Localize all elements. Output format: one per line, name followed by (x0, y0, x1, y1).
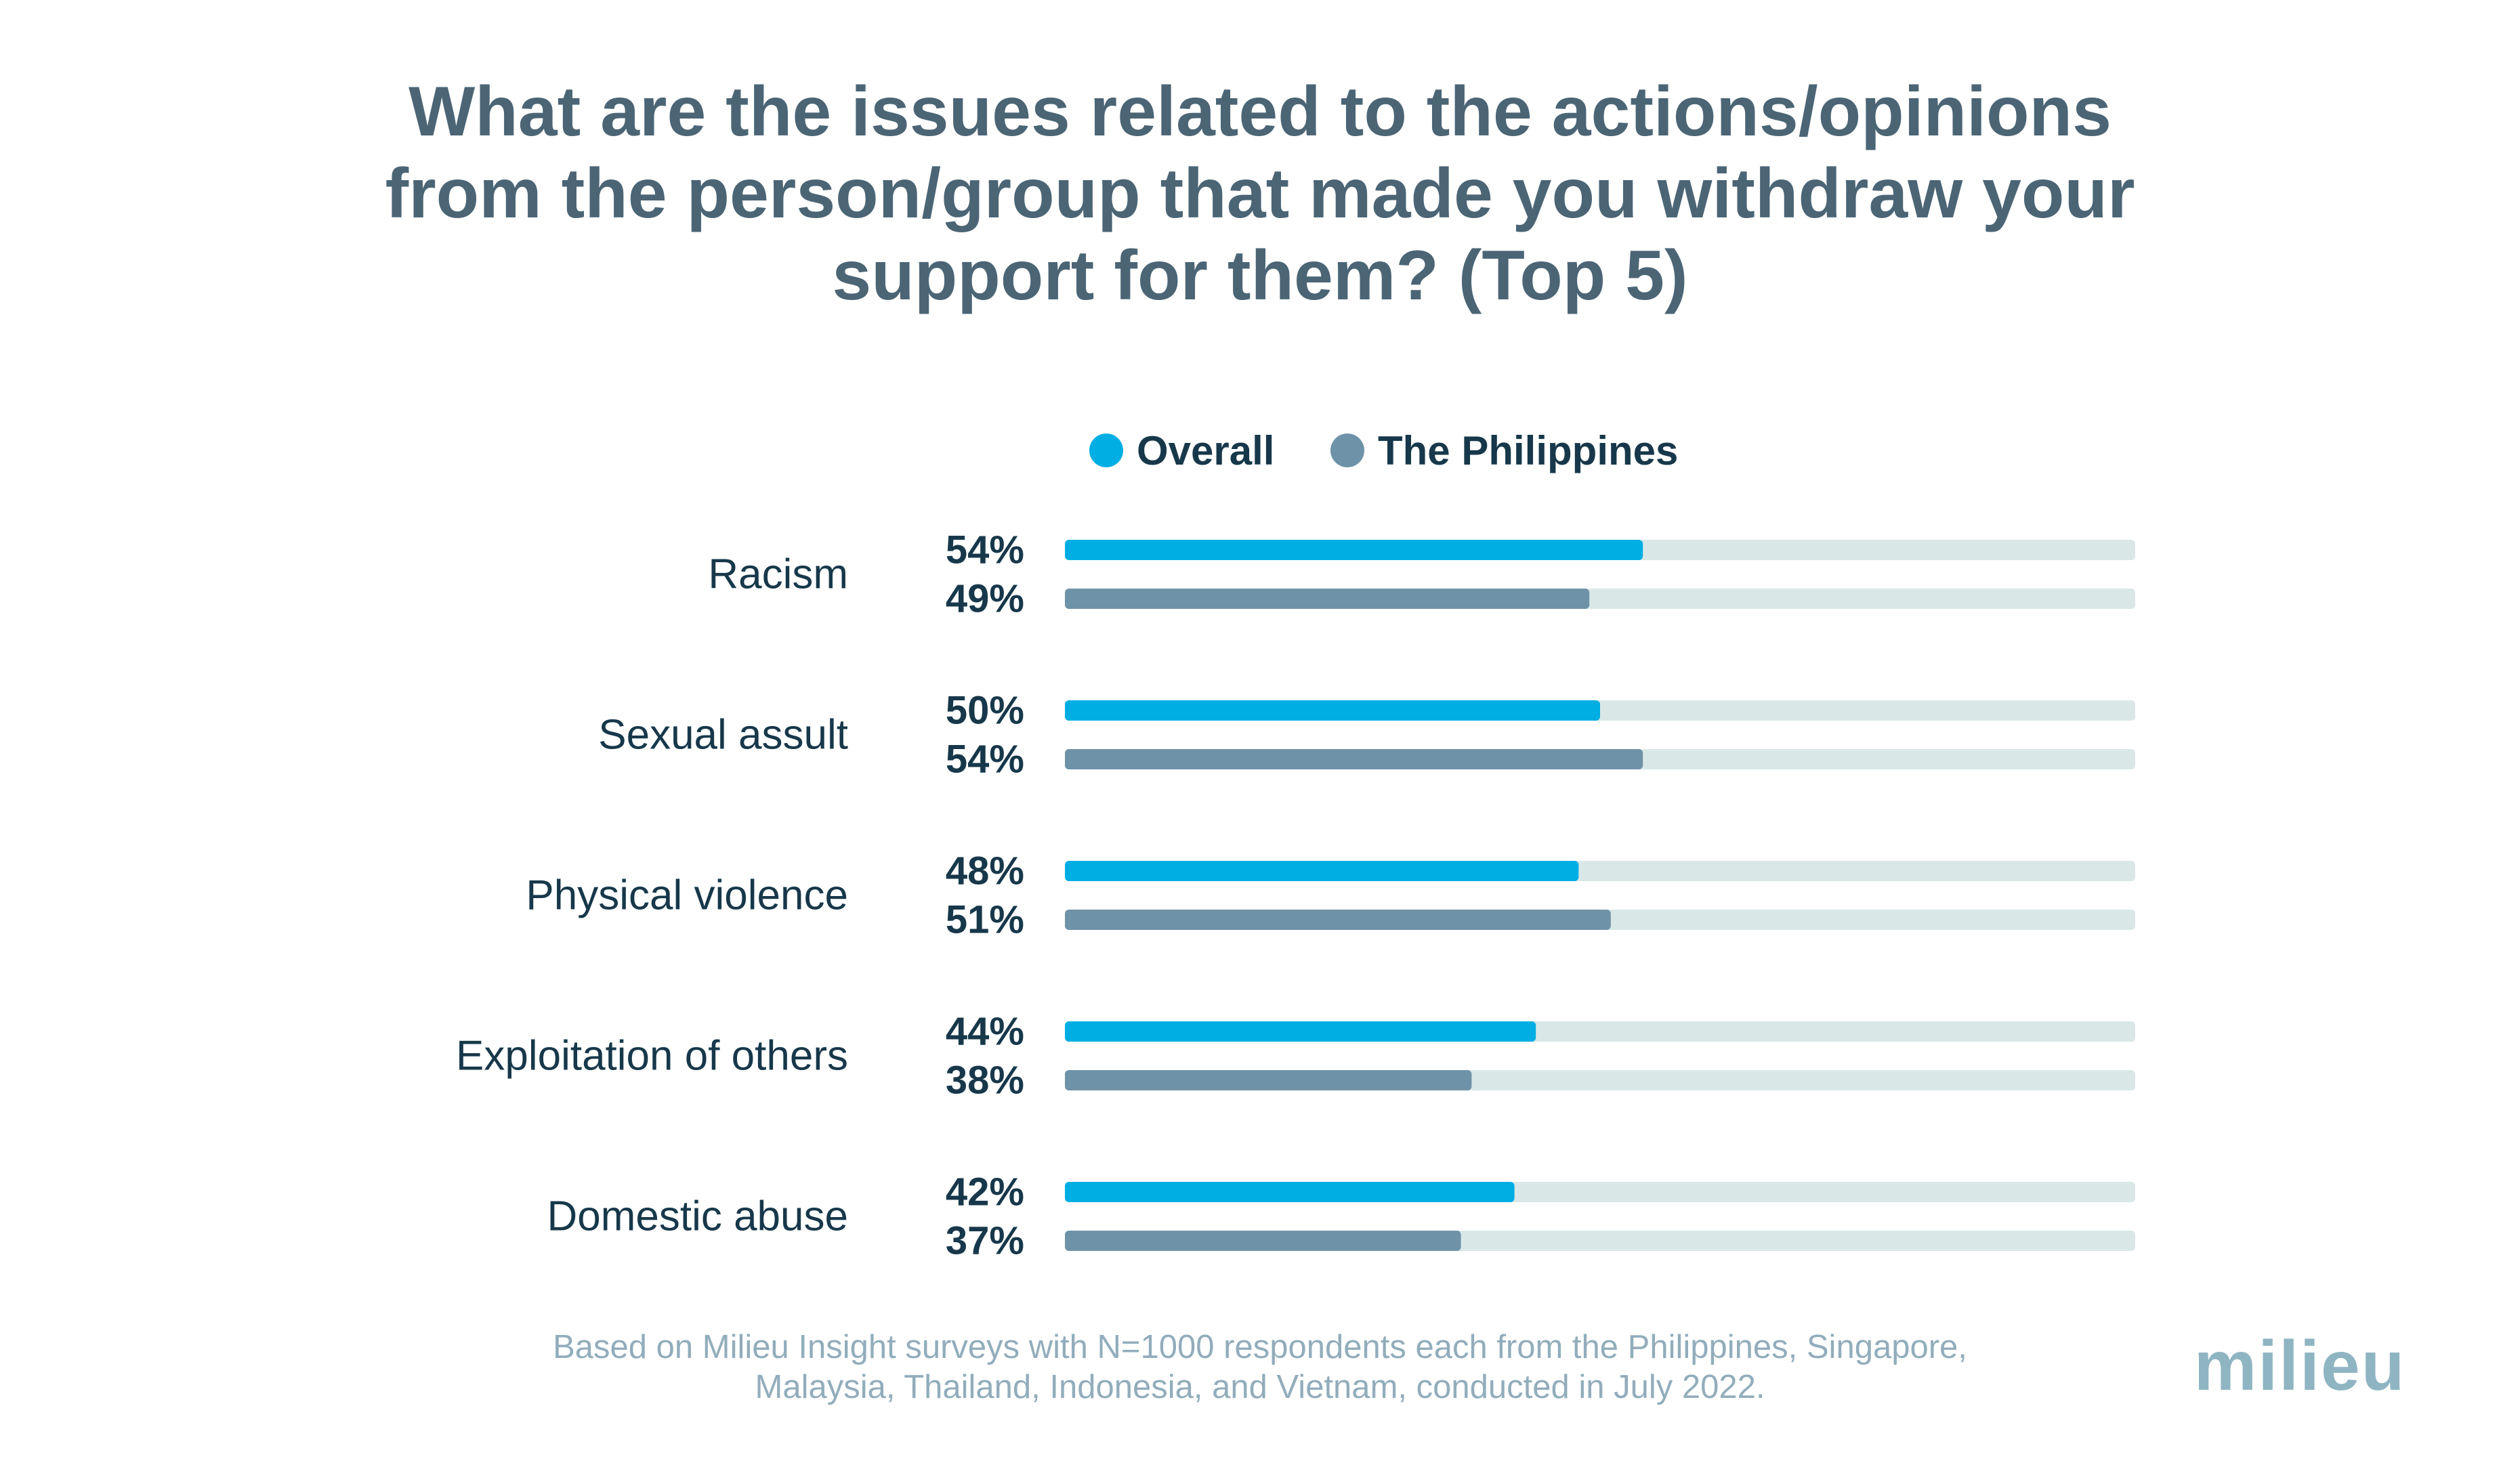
legend-label-philippines: The Philippines (1378, 427, 1679, 473)
bar-sexual-assult-the-philippines (1065, 749, 1643, 769)
value-label-racism-overall: 54% (946, 528, 1024, 572)
value-label-domestic-abuse-overall: 42% (946, 1170, 1024, 1214)
chart-title-line-2: from the person/group that made you with… (385, 154, 2135, 233)
category-label-exploitation-of-others: Exploitation of others (456, 1033, 848, 1080)
legend-label-overall: Overall (1137, 427, 1275, 473)
value-label-physical-violence-the-philippines: 51% (946, 898, 1024, 942)
footnote-line-1: Based on Milieu Insight surveys with N=1… (553, 1329, 1967, 1365)
bar-exploitation-of-others-overall (1065, 1021, 1536, 1042)
value-label-physical-violence-overall: 48% (946, 849, 1024, 893)
chart-title: What are the issues related to the actio… (271, 71, 2249, 317)
legend-swatch-philippines (1330, 433, 1364, 467)
value-label-sexual-assult-overall: 50% (946, 689, 1024, 733)
category-label-domestic-abuse: Domestic abuse (547, 1193, 848, 1240)
footnote: Based on Milieu Insight surveys with N=1… (474, 1327, 2046, 1407)
category-label-racism: Racism (708, 551, 848, 598)
bar-physical-violence-overall (1065, 861, 1579, 881)
value-label-exploitation-of-others-overall: 44% (946, 1010, 1024, 1054)
bar-racism-the-philippines (1065, 589, 1590, 609)
value-label-domestic-abuse-the-philippines: 37% (946, 1219, 1024, 1263)
value-label-racism-the-philippines: 49% (946, 577, 1024, 621)
chart-title-line-1: What are the issues related to the actio… (408, 72, 2112, 151)
bar-exploitation-of-others-the-philippines (1065, 1070, 1472, 1090)
chart-legend: Overall The Philippines (0, 423, 2520, 477)
bar-domestic-abuse-overall (1065, 1182, 1515, 1202)
bar-racism-overall (1065, 540, 1643, 560)
chart-title-line-3: support for them? (Top 5) (832, 236, 1688, 315)
legend-item-overall: Overall (1089, 423, 1274, 477)
legend-item-philippines: The Philippines (1330, 423, 1678, 477)
category-label-physical-violence: Physical violence (526, 872, 848, 919)
bar-domestic-abuse-the-philippines (1065, 1231, 1461, 1251)
category-label-sexual-assult: Sexual assult (598, 712, 848, 759)
milieu-logo: milieu (2193, 1327, 2406, 1405)
bar-physical-violence-the-philippines (1065, 910, 1611, 930)
value-label-sexual-assult-the-philippines: 54% (946, 738, 1024, 782)
legend-swatch-overall (1089, 433, 1123, 467)
value-label-exploitation-of-others-the-philippines: 38% (946, 1059, 1024, 1103)
bar-sexual-assult-overall (1065, 700, 1600, 721)
footnote-line-2: Malaysia, Thailand, Indonesia, and Vietn… (755, 1369, 1765, 1405)
